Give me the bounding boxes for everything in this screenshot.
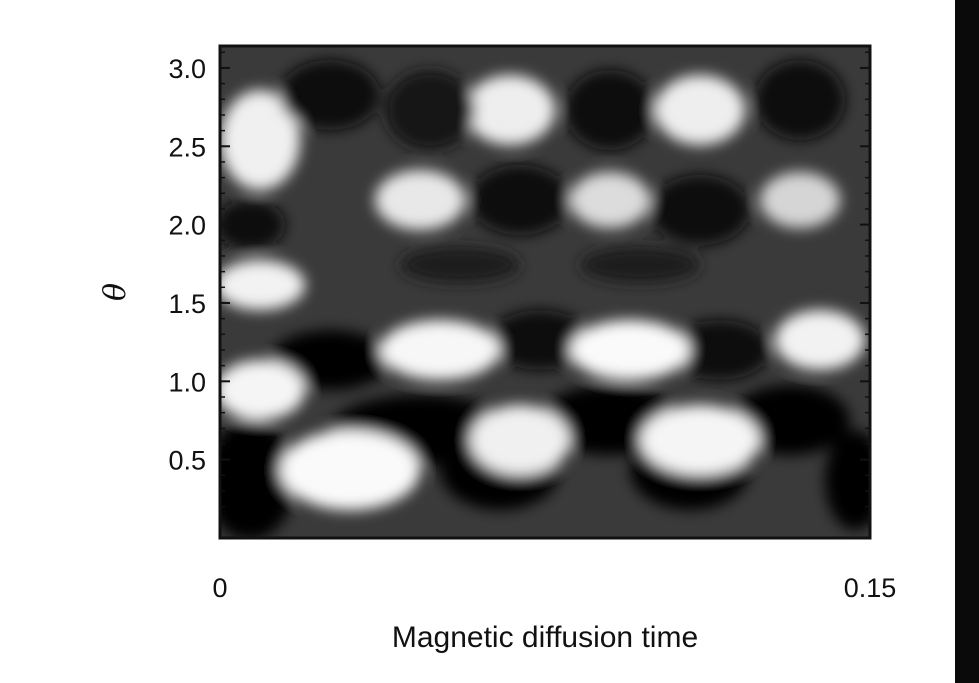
heatmap-blob xyxy=(380,320,500,380)
y-tick-label: 3.0 xyxy=(168,54,206,84)
heatmap-blob xyxy=(565,70,655,150)
heatmap-blob xyxy=(465,75,555,145)
heatmap-blob xyxy=(280,60,380,130)
y-tick-label: 1.5 xyxy=(168,289,206,319)
y-tick-labels: 0.5 1.0 1.5 2.0 2.5 3.0 xyxy=(168,54,206,476)
axis-ticks xyxy=(220,51,870,524)
heatmap-blob xyxy=(650,175,750,245)
heatmap-blob xyxy=(470,165,570,235)
heatmap-blob xyxy=(400,247,520,283)
heatmap-blob xyxy=(570,320,690,380)
plot-frame xyxy=(218,44,872,540)
x-axis-title: Magnetic diffusion time xyxy=(392,621,698,654)
y-tick-label: 2.0 xyxy=(168,211,206,241)
heatmap-blob xyxy=(670,320,770,380)
heatmap-blob xyxy=(375,170,465,230)
heatmap-blob xyxy=(470,405,570,475)
heatmap-blob xyxy=(385,70,475,150)
x-tick-label: 0.15 xyxy=(844,573,897,603)
heatmap-area xyxy=(220,46,870,538)
right-edge-bar xyxy=(955,0,979,683)
heatmap-blob xyxy=(280,430,420,510)
x-tick-label: 0 xyxy=(212,573,227,603)
heatmap-blob xyxy=(270,330,390,390)
heatmap-blob xyxy=(570,172,650,228)
y-tick-label: 1.0 xyxy=(168,367,206,397)
heatmap-blob xyxy=(220,260,305,310)
heatmap-blob xyxy=(640,405,760,475)
heatmap-blob xyxy=(655,75,745,145)
heatmap-blob xyxy=(775,310,865,370)
heatmap-blob xyxy=(490,310,590,370)
heatmap-blob xyxy=(825,430,870,530)
y-tick-label: 0.5 xyxy=(168,446,206,476)
heatmap-figure: 0.51.01.52.02.53.0 0 0.15 Magnetic diffus… xyxy=(98,44,896,654)
y-axis-title: θ xyxy=(98,283,133,301)
heatmap-blob xyxy=(220,200,285,250)
heatmap-blob xyxy=(760,172,840,228)
heatmap-blob xyxy=(580,247,700,283)
y-tick-label: 2.5 xyxy=(168,132,206,162)
heatmap-blob xyxy=(730,385,850,455)
heatmap-blob xyxy=(220,90,300,190)
heatmap-blob xyxy=(220,420,295,538)
x-tick-labels: 0 0.15 xyxy=(212,573,896,603)
heatmap-blob xyxy=(755,60,845,140)
heatmap-blob xyxy=(220,360,305,420)
heatmap-bands xyxy=(220,60,870,538)
